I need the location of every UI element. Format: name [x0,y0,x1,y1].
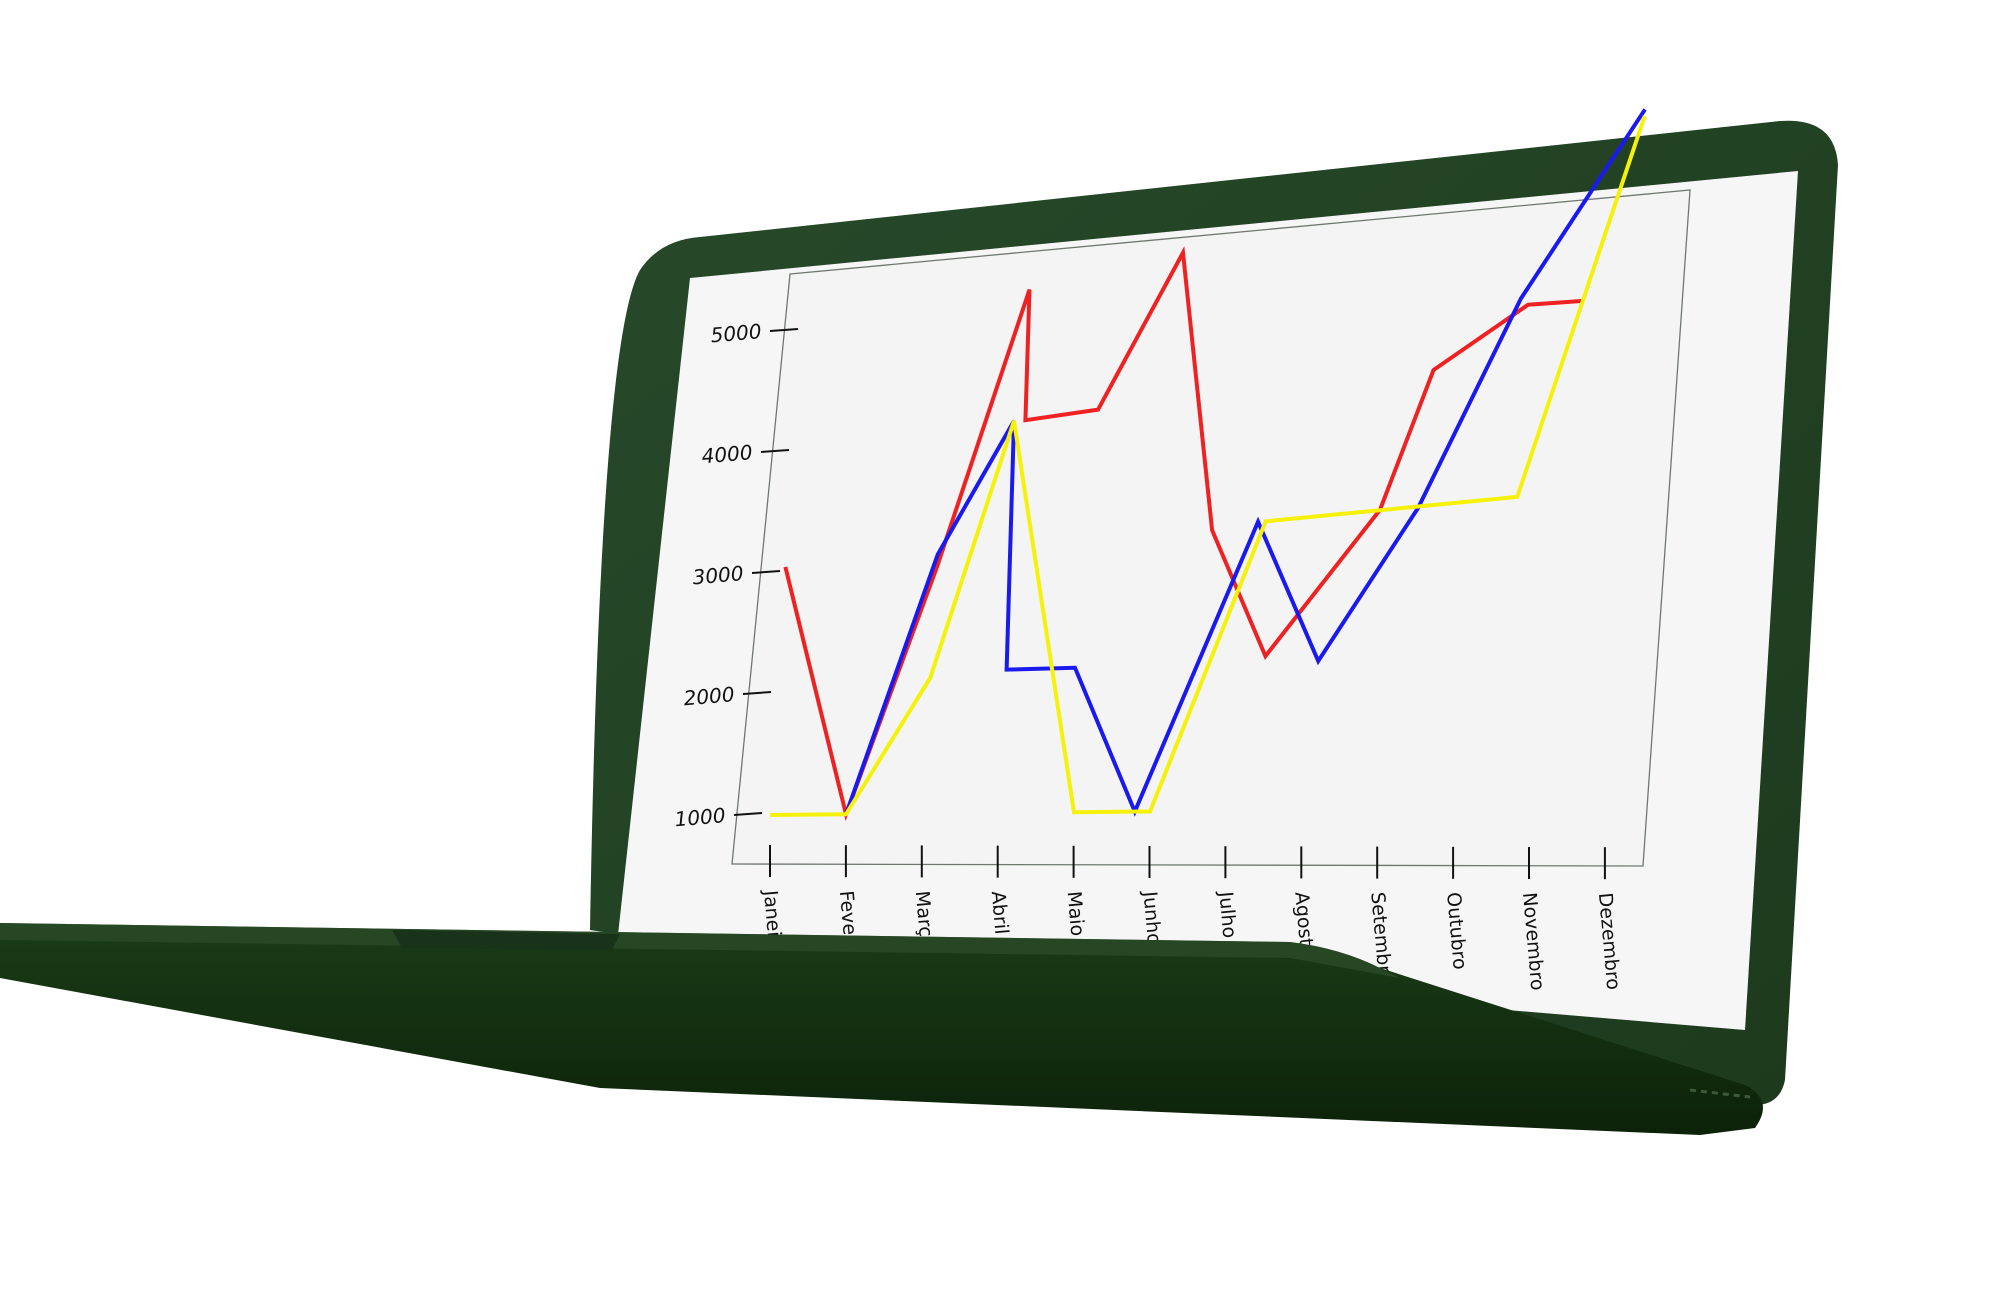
series-line [769,115,1647,817]
laptop-base [0,923,1763,1135]
x-axis-month-label: Junho [1138,890,1165,946]
y-axis-tick-label: 1000 [674,803,727,831]
y-axis-tick [760,449,790,453]
y-axis-tick [751,570,781,574]
series-line [783,246,1582,822]
x-axis-month-label: Abril [987,890,1013,935]
y-axis-tick [742,691,772,695]
y-axis-tick-label: 2000 [683,682,736,710]
y-axis-tick-label: 3000 [692,561,745,589]
y-axis-tick-label: 5000 [710,319,763,347]
y-axis-tick-label: 4000 [701,440,754,468]
y-axis-tick [769,328,799,332]
chart-series [769,108,1647,822]
laptop-base-top-highlight [0,923,1400,978]
laptop-hinge [392,930,620,950]
y-axis-tick [733,812,763,816]
x-axis-month-label: Maio [1063,890,1089,937]
x-axis-month-label: Julho [1214,890,1240,939]
